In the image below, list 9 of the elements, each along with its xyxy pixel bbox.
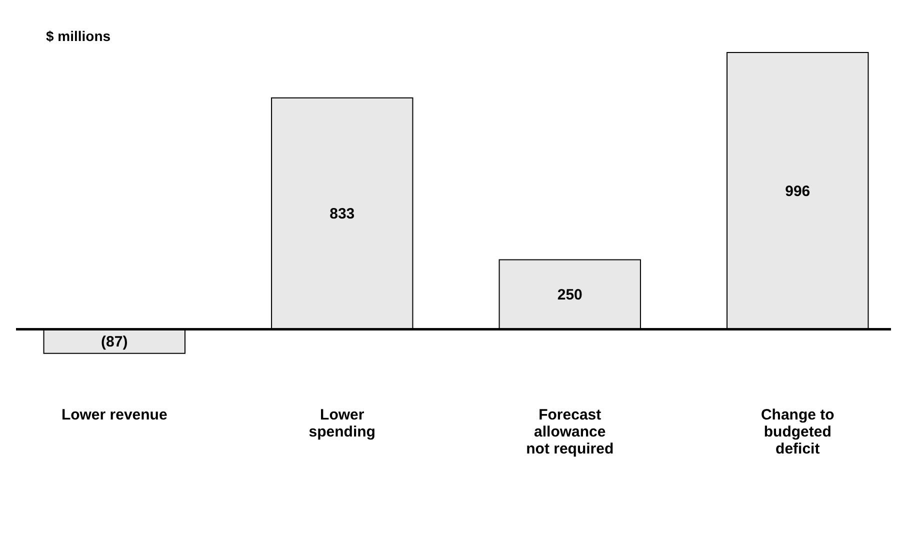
x-tick-label: Lower revenue (61, 406, 168, 424)
data-label: 833 (330, 206, 355, 223)
data-label: 250 (557, 286, 582, 304)
x-tick-label: Change to budgeted deficit (760, 406, 834, 458)
y-axis-title: $ millions (46, 28, 111, 44)
data-label: (87) (101, 333, 128, 350)
x-tick-label: Forecast allowance not required (526, 406, 614, 458)
data-label: 996 (785, 182, 810, 200)
x-tick-label: Lower spending (308, 406, 376, 440)
